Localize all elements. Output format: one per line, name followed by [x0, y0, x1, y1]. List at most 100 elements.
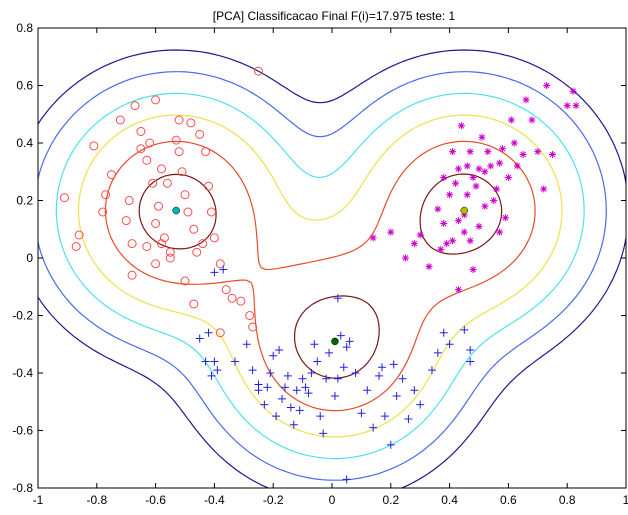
data-point-star — [475, 165, 483, 173]
data-point-star — [528, 116, 536, 124]
data-point-star — [501, 214, 509, 222]
data-point-star — [496, 228, 504, 236]
data-point-plus — [398, 374, 407, 383]
data-point-plus — [295, 406, 304, 415]
data-point-circle — [151, 95, 161, 105]
data-point-plus — [404, 415, 413, 423]
data-point-circle — [162, 178, 172, 188]
data-point-circle — [156, 239, 166, 249]
data-point-star — [513, 162, 521, 170]
data-point-plus — [266, 369, 275, 377]
data-point-star — [543, 82, 551, 89]
data-point-plus — [333, 374, 342, 383]
contour-line — [38, 71, 607, 481]
data-point-circle — [236, 296, 246, 306]
data-point-plus — [392, 392, 401, 400]
data-point-circle — [127, 270, 137, 280]
data-point-plus — [298, 374, 307, 383]
data-point-plus — [313, 357, 322, 366]
data-point-star — [440, 220, 448, 227]
data-point-plus — [195, 334, 204, 343]
data-point-plus — [445, 340, 454, 349]
y-tick-label: 0.8 — [16, 21, 33, 35]
y-axis-ticks: -0.8 -0.6 -0.4 -0.2 0 0.2 0.4 0.6 0.8 — [12, 21, 626, 495]
data-point-plus — [322, 374, 331, 383]
data-point-star — [457, 122, 465, 130]
data-point-circle — [180, 190, 190, 200]
data-point-star — [569, 87, 577, 95]
data-point-star — [463, 162, 471, 170]
data-point-plus — [345, 337, 354, 346]
data-point-plus — [260, 400, 269, 409]
data-point-circle — [142, 155, 152, 165]
data-point-plus — [301, 383, 310, 392]
data-point-circle — [206, 207, 216, 217]
data-point-circle — [154, 201, 164, 211]
data-point-plus — [307, 369, 316, 377]
data-point-circle — [227, 293, 237, 303]
x-tick-label: -1 — [33, 493, 44, 507]
data-point-plus — [272, 412, 281, 421]
data-point-star — [449, 148, 457, 156]
data-point-star — [496, 159, 504, 167]
data-point-star — [478, 133, 486, 141]
data-point-plus — [439, 328, 448, 337]
data-point-plus — [333, 294, 342, 303]
data-point-star — [454, 286, 462, 294]
data-point-plus — [278, 394, 287, 403]
data-point-plus — [466, 346, 475, 354]
data-point-plus — [204, 328, 213, 337]
data-point-star — [490, 197, 498, 204]
data-point-circle — [198, 239, 208, 249]
data-point-star — [469, 266, 477, 273]
data-point-circle — [171, 135, 181, 145]
data-point-circle — [107, 170, 116, 180]
data-point-plus — [339, 363, 348, 372]
x-tick-label: -0.8 — [86, 493, 107, 507]
data-point-plus — [207, 371, 216, 380]
data-point-plus — [316, 412, 325, 421]
data-point-star — [463, 191, 471, 199]
data-point-star — [434, 205, 442, 213]
data-point-circle — [145, 138, 155, 148]
data-point-plus — [375, 371, 384, 380]
y-tick-label: 0.6 — [16, 79, 33, 93]
data-point-star — [499, 145, 507, 153]
data-point-plus — [342, 343, 351, 352]
y-tick-label: 0 — [26, 251, 33, 265]
x-tick-label: 0.2 — [382, 493, 399, 507]
data-point-star — [466, 237, 474, 245]
data-point-circle — [127, 239, 137, 249]
data-point-circle — [201, 147, 211, 157]
data-point-plus — [357, 409, 366, 418]
data-point-plus — [263, 383, 272, 392]
data-point-star — [572, 102, 580, 110]
data-point-star — [522, 96, 530, 104]
data-point-star — [481, 168, 489, 176]
x-tick-label: -0.4 — [204, 493, 225, 507]
data-point-star — [451, 179, 459, 187]
data-point-circle — [151, 259, 161, 269]
data-point-plus — [325, 348, 334, 357]
x-tick-label: -0.6 — [145, 493, 166, 507]
data-point-star — [402, 254, 409, 262]
data-point-star — [510, 139, 518, 147]
data-point-plus — [289, 420, 298, 429]
contour-line — [77, 114, 563, 438]
data-point-star — [454, 217, 462, 225]
data-point-circle — [165, 253, 175, 263]
data-point-plus — [389, 360, 398, 369]
centroid-marker — [460, 206, 469, 215]
data-point-star — [519, 151, 527, 158]
data-point-circle — [115, 115, 125, 125]
data-point-circle — [174, 147, 184, 157]
data-point-circle — [101, 190, 111, 200]
data-point-star — [416, 231, 424, 239]
data-point-circle — [151, 219, 161, 228]
data-point-plus — [319, 429, 328, 438]
data-point-circle — [195, 129, 205, 139]
y-tick-label: -0.4 — [12, 366, 33, 380]
data-point-plus — [460, 325, 469, 334]
data-point-circle — [130, 101, 140, 111]
contour-line — [38, 49, 626, 488]
